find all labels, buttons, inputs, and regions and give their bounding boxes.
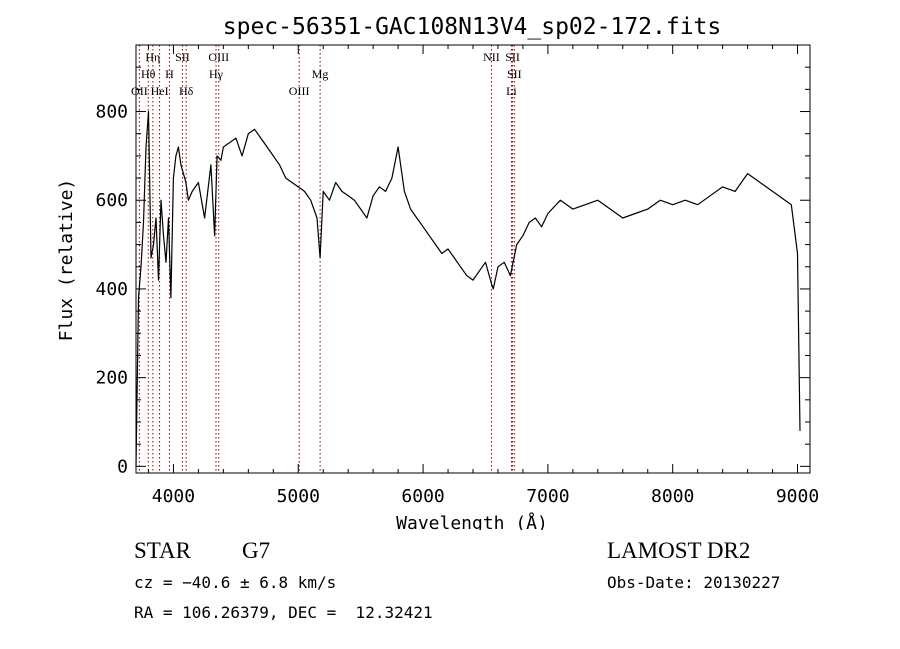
line-marker-label: Hδ — [179, 84, 194, 98]
y-axis-label: Flux (relative) — [56, 179, 77, 342]
x-tick-label: 8000 — [651, 486, 694, 507]
plot-frame — [135, 44, 811, 474]
line-marker-label: SII — [505, 50, 520, 64]
spectrum-chart: spec-56351-GAC108N13V4_sp02-172.fits OII… — [56, 14, 819, 530]
x-tick-label: 4000 — [152, 486, 195, 507]
y-tick-label: 600 — [95, 190, 128, 211]
line-marker-label: Hγ — [209, 67, 224, 81]
line-marker-label: NII — [483, 50, 500, 64]
x-tick-label: 5000 — [277, 486, 320, 507]
line-marker-label: Hη — [145, 50, 160, 64]
x-tick-label: 7000 — [526, 486, 569, 507]
line-marker-label: Hθ — [141, 67, 156, 81]
line-marker-label: H — [165, 67, 174, 81]
line-marker-label: OIII — [289, 84, 310, 98]
x-axis-label: Wavelength (Å) — [396, 512, 548, 530]
survey-label: LAMOST DR2 — [607, 538, 751, 563]
coords-text: RA = 106.26379, DEC = 12.32421 — [134, 603, 433, 622]
class-label: STAR — [134, 538, 191, 563]
line-marker-label: SII — [175, 50, 190, 64]
x-axis-ticks: 4000 5000 6000 7000 8000 9000 — [147, 45, 819, 507]
line-marker-label: HeI — [151, 84, 169, 98]
y-tick-label: 0 — [117, 456, 128, 477]
flux-series-line — [135, 110, 801, 467]
y-tick-label: 400 — [95, 279, 128, 300]
line-marker-label: SII — [507, 67, 522, 81]
x-tick-label: 9000 — [776, 486, 819, 507]
y-axis-ticks: 0 200 400 600 800 — [95, 66, 810, 477]
line-marker-label: OIII — [208, 50, 229, 64]
obs-date-text: Obs-Date: 20130227 — [607, 573, 781, 592]
x-tick-label: 6000 — [401, 486, 444, 507]
line-marker-label: Mg — [312, 67, 329, 81]
cz-text: cz = −40.6 ± 6.8 km/s — [134, 573, 337, 592]
y-tick-label: 800 — [95, 102, 128, 123]
subclass-label: G7 — [242, 538, 271, 563]
y-tick-label: 200 — [95, 368, 128, 389]
line-marker-label: Li — [506, 84, 517, 98]
line-marker-label: OII — [131, 84, 148, 98]
chart-title: spec-56351-GAC108N13V4_sp02-172.fits — [223, 14, 722, 40]
